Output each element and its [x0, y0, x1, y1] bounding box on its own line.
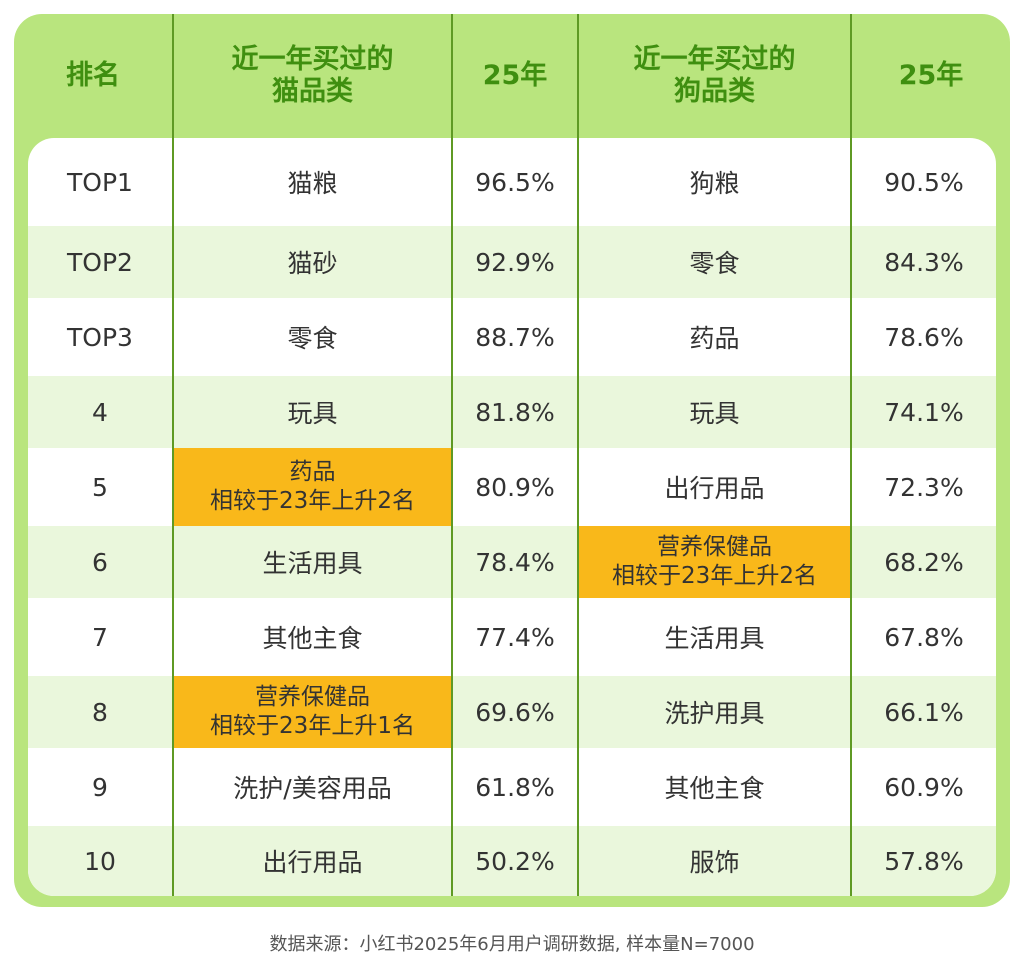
- rank-cell: 8: [92, 697, 108, 727]
- table-row: 7 其他主食 77.4% 生活用具 67.8%: [28, 598, 996, 676]
- dog-percent-cell: 72.3%: [884, 472, 964, 502]
- dog-category-cell: 其他主食: [664, 774, 765, 803]
- header-dog-line1: 近一年买过的: [633, 44, 796, 75]
- column-divider: [850, 14, 852, 896]
- dog-category-cell: 服饰: [689, 848, 740, 877]
- rank-cell: 4: [92, 397, 108, 427]
- header-rank: 排名: [14, 14, 172, 138]
- dog-category-cell: 玩具: [689, 399, 740, 428]
- table-row: 9 洗护/美容用品 61.8% 其他主食 60.9%: [28, 748, 996, 826]
- highlight-cell: 药品相较于23年上升2名: [174, 448, 451, 526]
- cat-category-cell: 生活用具: [262, 549, 363, 578]
- table-row: 10 出行用品 50.2% 服饰 57.8%: [28, 826, 996, 896]
- category-name: 营养保健品: [255, 684, 370, 710]
- table-row: TOP3 零食 88.7% 药品 78.6%: [28, 298, 996, 376]
- header-dog-category: 近一年买过的 狗品类: [579, 14, 850, 138]
- table-row: 8 营养保健品相较于23年上升1名 69.6% 洗护用具 66.1%: [28, 676, 996, 748]
- dog-category-cell: 狗粮: [689, 169, 740, 198]
- dog-category-cell: 药品: [689, 324, 740, 353]
- dog-percent-cell: 84.3%: [884, 247, 964, 277]
- table-row: 6 生活用具 78.4% 营养保健品相较于23年上升2名 68.2%: [28, 526, 996, 598]
- dog-category-cell: 生活用具: [664, 624, 765, 653]
- column-divider: [451, 14, 453, 896]
- rank-change-note: 相较于23年上升2名: [612, 563, 817, 589]
- dog-category-cell: 洗护用具: [664, 699, 765, 728]
- dog-percent-cell: 74.1%: [884, 397, 964, 427]
- cat-percent-cell: 61.8%: [475, 772, 555, 802]
- rank-cell: 7: [92, 622, 108, 652]
- cat-category-cell: 玩具: [287, 399, 338, 428]
- rank-cell: TOP2: [67, 247, 133, 277]
- table-row: TOP1 猫粮 96.5% 狗粮 90.5%: [28, 138, 996, 226]
- rank-cell: 9: [92, 772, 108, 802]
- rank-cell: 10: [84, 846, 116, 876]
- header-dog-year-label: 25年: [898, 60, 964, 91]
- rank-change-note: 相较于23年上升1名: [210, 713, 415, 739]
- cat-percent-cell: 88.7%: [475, 322, 555, 352]
- cat-percent-cell: 96.5%: [475, 167, 555, 197]
- dog-percent-cell: 90.5%: [884, 167, 964, 197]
- column-divider: [577, 14, 579, 896]
- header-rank-label: 排名: [66, 60, 120, 91]
- highlight-cell: 营养保健品相较于23年上升1名: [174, 676, 451, 748]
- category-name: 营养保健品: [657, 534, 772, 560]
- highlight-cell: 营养保健品相较于23年上升2名: [579, 526, 850, 598]
- dog-percent-cell: 60.9%: [884, 772, 964, 802]
- source-note: 数据来源：小红书2025年6月用户调研数据, 样本量N=7000: [269, 934, 755, 955]
- rank-cell: TOP1: [67, 167, 133, 197]
- dog-percent-cell: 78.6%: [884, 322, 964, 352]
- cat-percent-cell: 80.9%: [475, 472, 555, 502]
- cat-percent-cell: 50.2%: [475, 846, 555, 876]
- table-row: 4 玩具 81.8% 玩具 74.1%: [28, 376, 996, 448]
- table-row: TOP2 猫砂 92.9% 零食 84.3%: [28, 226, 996, 298]
- cat-category-cell: 出行用品: [262, 848, 363, 877]
- table-body-panel: TOP1 猫粮 96.5% 狗粮 90.5% TOP2 猫砂 92.9% 零食 84.3% TOP3…: [28, 138, 996, 896]
- header-dog-line2: 狗品类: [674, 76, 755, 107]
- header-cat-year-label: 25年: [482, 60, 548, 91]
- cat-category-cell: 零食: [287, 324, 338, 353]
- rank-cell: 6: [92, 547, 108, 577]
- column-divider: [172, 14, 174, 896]
- rank-cell: TOP3: [67, 322, 133, 352]
- cat-category-cell: 洗护/美容用品: [233, 774, 392, 803]
- dog-percent-cell: 66.1%: [884, 697, 964, 727]
- cat-category-cell: 猫砂: [287, 249, 338, 278]
- table-row: 5 药品相较于23年上升2名 80.9% 出行用品 72.3%: [28, 448, 996, 526]
- cat-category-cell: 其他主食: [262, 624, 363, 653]
- dog-percent-cell: 68.2%: [884, 547, 964, 577]
- dog-percent-cell: 57.8%: [884, 846, 964, 876]
- header-cat-category: 近一年买过的 猫品类: [174, 14, 451, 138]
- dog-percent-cell: 67.8%: [884, 622, 964, 652]
- rank-change-note: 相较于23年上升2名: [210, 488, 415, 514]
- cat-percent-cell: 69.6%: [475, 697, 555, 727]
- dog-category-cell: 出行用品: [664, 474, 765, 503]
- category-name: 药品: [289, 459, 336, 485]
- dog-category-cell: 零食: [689, 249, 740, 278]
- cat-percent-cell: 81.8%: [475, 397, 555, 427]
- cat-category-cell: 猫粮: [287, 169, 338, 198]
- cat-percent-cell: 77.4%: [475, 622, 555, 652]
- header-cat-line1: 近一年买过的: [231, 44, 394, 75]
- header-dog-year: 25年: [852, 14, 1010, 138]
- header-cat-line2: 猫品类: [272, 76, 353, 107]
- rank-cell: 5: [92, 472, 108, 502]
- cat-percent-cell: 78.4%: [475, 547, 555, 577]
- header-cat-year: 25年: [453, 14, 577, 138]
- cat-percent-cell: 92.9%: [475, 247, 555, 277]
